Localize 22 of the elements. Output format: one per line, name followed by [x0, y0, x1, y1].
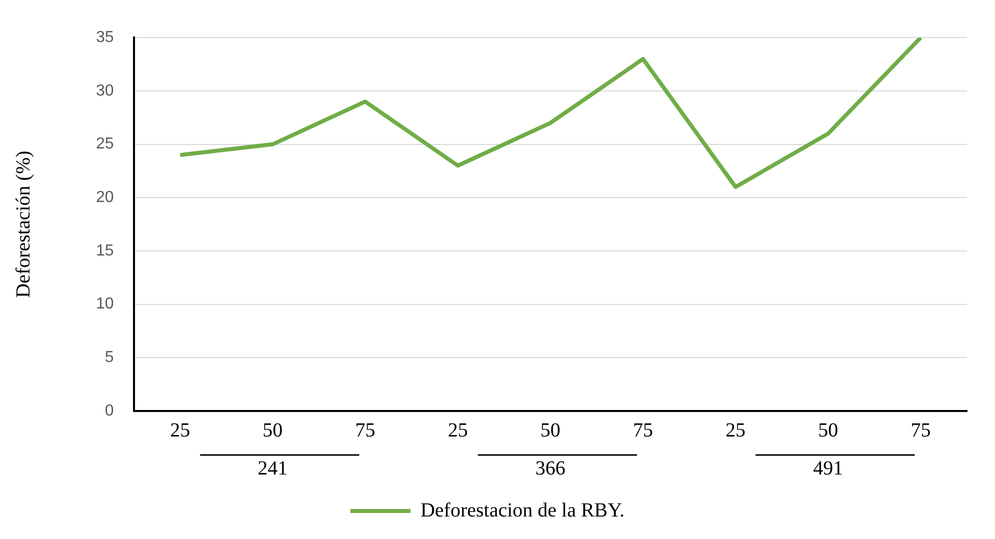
x-tick-label: 50	[262, 419, 283, 442]
y-tick-label: 20	[96, 189, 114, 206]
legend-label: Deforestacion de la RBY.	[420, 499, 625, 522]
text: 366	[535, 457, 566, 480]
y-tick-label: 0	[104, 402, 114, 420]
x-tick-label: 75	[355, 419, 376, 442]
y-tick-label: 25	[96, 136, 114, 153]
x-tick-label: 25	[170, 419, 190, 442]
y-tick-label: 10	[96, 296, 114, 313]
text: 491	[813, 457, 844, 480]
y-axis-title: Deforestación (%)	[12, 150, 34, 298]
text: 241	[258, 457, 288, 480]
y-tick-label: 35	[96, 29, 114, 46]
y-tick-label: 15	[96, 242, 114, 260]
x-tick-label: 50	[540, 419, 560, 442]
y-tick-label: 5	[104, 349, 114, 366]
x-tick-label: 25	[448, 419, 468, 442]
y-tick-label: 30	[96, 82, 114, 100]
x-tick-label: 50	[818, 419, 838, 442]
x-tick-label: 25	[726, 419, 746, 442]
x-tick-label: 75	[910, 419, 931, 442]
x-tick-label: 75	[632, 419, 653, 442]
